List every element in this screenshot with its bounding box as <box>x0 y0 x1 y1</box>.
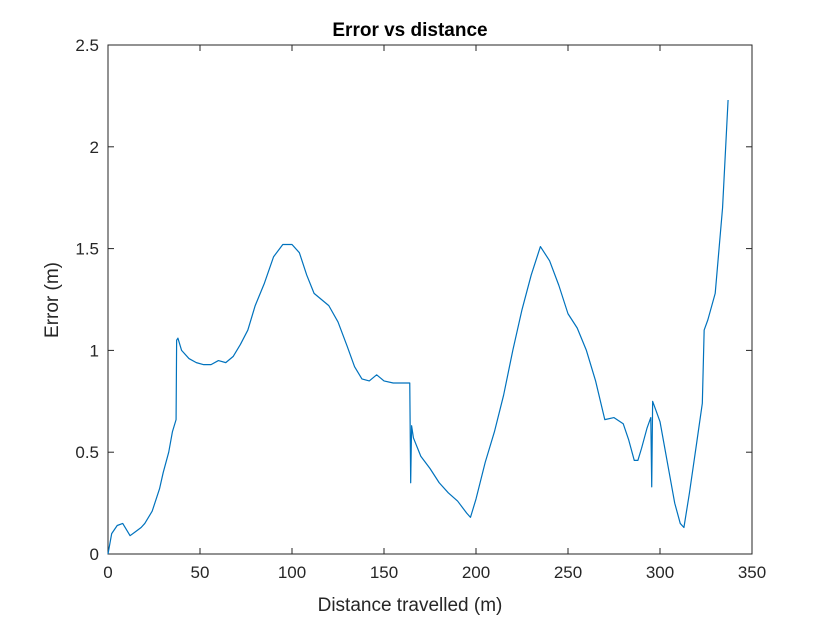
y-tick-label: 2.5 <box>75 36 99 55</box>
x-tick-label: 300 <box>646 563 674 582</box>
axis-ticks: 0 50 100 150 200 250 300 350 0 0.5 1 1.5 2 2.5 <box>75 36 766 582</box>
y-axis-label: Error (m) <box>42 262 63 338</box>
x-tick-label: 250 <box>554 563 582 582</box>
plot-area: 0 50 100 150 200 250 300 350 0 0.5 1 1.5 2 2.5 <box>75 36 766 582</box>
x-tick-label: 0 <box>103 563 112 582</box>
x-tick-label: 150 <box>370 563 398 582</box>
y-tick-label: 2 <box>90 138 99 157</box>
chart-title: Error vs distance <box>332 20 487 41</box>
y-tick-label: 0 <box>90 545 99 564</box>
plot-frame <box>107 44 753 555</box>
y-tick-label: 0.5 <box>75 443 99 462</box>
x-tick-label: 100 <box>278 563 306 582</box>
error-series-line <box>107 99 729 555</box>
x-tick-label: 350 <box>738 563 766 582</box>
x-tick-label: 200 <box>462 563 490 582</box>
y-tick-label: 1 <box>90 341 99 360</box>
x-axis-label: Distance travelled (m) <box>318 595 503 616</box>
x-tick-label: 50 <box>191 563 210 582</box>
y-tick-label: 1.5 <box>75 240 99 259</box>
